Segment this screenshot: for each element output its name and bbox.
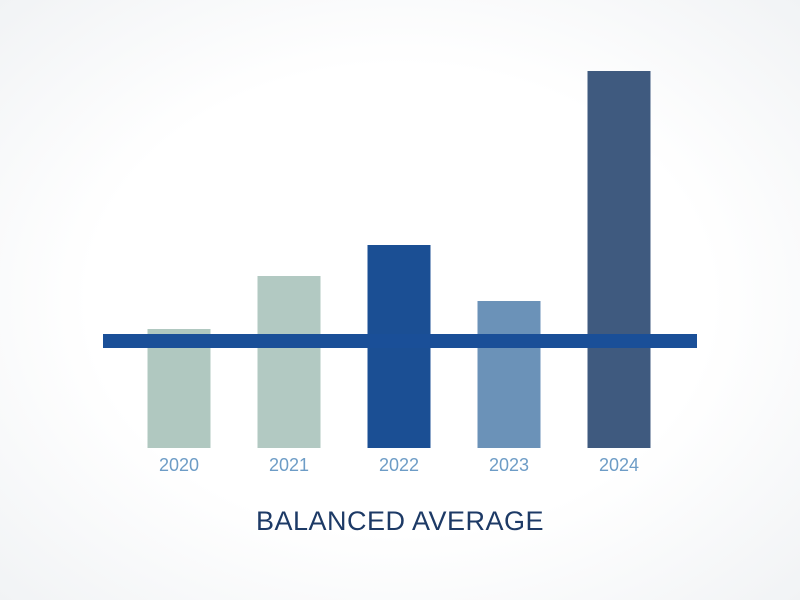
x-tick-label: 2021 — [269, 455, 309, 475]
bar — [587, 71, 651, 448]
x-tick-label: 2024 — [599, 455, 639, 475]
x-tick-label: 2020 — [159, 455, 199, 475]
x-tick-label: 2023 — [489, 455, 529, 475]
bar — [477, 301, 541, 448]
bar — [147, 329, 211, 448]
average-line — [103, 334, 697, 348]
chart-title: BALANCED AVERAGE — [256, 506, 544, 536]
bar — [257, 276, 321, 448]
x-tick-label: 2022 — [379, 455, 419, 475]
